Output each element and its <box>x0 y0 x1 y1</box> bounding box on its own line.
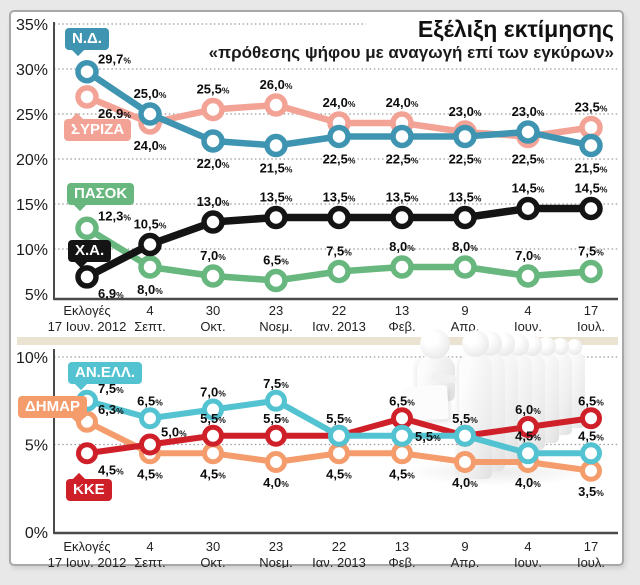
party-badge-syriza: ΣΥΡΙΖΑ <box>64 112 132 141</box>
party-badge-anel: ΑΝ.ΕΛΛ. <box>68 362 143 391</box>
divider-strip <box>17 337 618 345</box>
figurine-head <box>461 329 489 357</box>
seated-figurine-head <box>420 329 450 359</box>
chart-subtitle: «πρόθεσης ψήφου με αναγωγή επί των εγκύρ… <box>200 43 614 63</box>
figurine-head <box>566 339 583 356</box>
ballot-box <box>403 384 449 422</box>
party-badge-nd: Ν.Δ. <box>65 28 109 57</box>
party-badge-xa: Χ.Α. <box>68 240 112 269</box>
poll-chart-card: 35% 30% 25% 20% 15% 10% 5% Εκλογές 17 Ιουν. 2012… <box>9 10 624 568</box>
party-badge-dimar: ΔΗΜΑΡ <box>18 396 87 425</box>
party-badge-kke: ΚΚΕ <box>66 472 112 501</box>
figurine-head <box>551 337 569 356</box>
party-badge-pasok: ΠΑΣΟΚ <box>67 183 135 212</box>
figurine-body <box>458 352 492 479</box>
chart-title: Εξέλιξη εκτίμησης <box>409 16 614 43</box>
